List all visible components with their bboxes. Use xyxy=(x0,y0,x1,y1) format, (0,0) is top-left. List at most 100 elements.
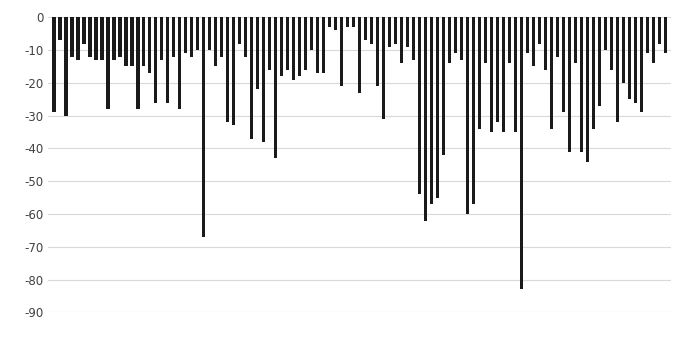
Bar xyxy=(119,17,121,57)
Bar xyxy=(640,17,643,112)
Bar xyxy=(178,17,182,109)
Bar xyxy=(406,17,409,47)
Bar xyxy=(220,17,223,57)
Bar xyxy=(112,17,116,60)
Bar xyxy=(214,17,217,66)
Bar xyxy=(400,17,403,63)
Bar xyxy=(64,17,68,116)
Bar xyxy=(286,17,289,70)
Bar xyxy=(316,17,319,73)
Bar xyxy=(136,17,140,109)
Bar xyxy=(616,17,619,122)
Bar xyxy=(394,17,397,43)
Bar xyxy=(574,17,577,63)
Bar xyxy=(58,17,62,40)
Bar xyxy=(466,17,469,214)
Bar xyxy=(514,17,517,132)
Bar xyxy=(268,17,271,70)
Bar xyxy=(304,17,308,70)
Bar xyxy=(184,17,188,53)
Bar xyxy=(598,17,601,106)
Bar xyxy=(172,17,175,57)
Bar xyxy=(646,17,649,53)
Bar xyxy=(460,17,463,60)
Bar xyxy=(634,17,637,103)
Bar xyxy=(388,17,391,47)
Bar xyxy=(376,17,379,86)
Bar xyxy=(190,17,193,57)
Bar xyxy=(250,17,253,139)
Bar xyxy=(520,17,523,289)
Bar xyxy=(532,17,535,66)
Bar xyxy=(124,17,127,66)
Bar xyxy=(292,17,295,80)
Bar xyxy=(508,17,511,63)
Bar xyxy=(586,17,589,162)
Bar xyxy=(664,17,667,53)
Bar xyxy=(52,17,55,112)
Bar xyxy=(106,17,110,109)
Bar xyxy=(484,17,487,63)
Bar xyxy=(658,17,661,43)
Bar xyxy=(280,17,284,76)
Bar xyxy=(142,17,145,66)
Bar xyxy=(226,17,229,122)
Bar xyxy=(346,17,349,27)
Bar xyxy=(610,17,613,70)
Bar xyxy=(76,17,79,60)
Bar xyxy=(580,17,583,152)
Bar xyxy=(622,17,625,83)
Bar xyxy=(382,17,385,119)
Bar xyxy=(478,17,481,129)
Bar xyxy=(88,17,92,57)
Bar xyxy=(627,17,631,99)
Bar xyxy=(454,17,457,53)
Bar xyxy=(334,17,337,31)
Bar xyxy=(550,17,553,129)
Bar xyxy=(160,17,164,60)
Bar xyxy=(310,17,313,50)
Bar xyxy=(496,17,499,122)
Bar xyxy=(448,17,451,63)
Bar xyxy=(370,17,373,43)
Bar xyxy=(603,17,607,50)
Bar xyxy=(472,17,475,204)
Bar xyxy=(358,17,361,93)
Bar xyxy=(154,17,158,103)
Bar xyxy=(556,17,559,57)
Bar xyxy=(442,17,445,155)
Bar xyxy=(298,17,301,76)
Bar xyxy=(651,17,655,63)
Bar xyxy=(412,17,415,60)
Bar xyxy=(238,17,241,43)
Bar xyxy=(130,17,134,66)
Bar xyxy=(592,17,595,129)
Bar xyxy=(148,17,151,73)
Bar xyxy=(322,17,325,73)
Bar xyxy=(490,17,493,132)
Bar xyxy=(208,17,212,50)
Bar xyxy=(568,17,571,152)
Bar xyxy=(100,17,103,60)
Bar xyxy=(71,17,73,57)
Bar xyxy=(95,17,97,60)
Bar xyxy=(82,17,86,43)
Bar xyxy=(502,17,505,132)
Bar xyxy=(430,17,433,204)
Bar xyxy=(352,17,356,27)
Bar xyxy=(526,17,529,53)
Bar xyxy=(232,17,236,126)
Bar xyxy=(364,17,367,40)
Bar xyxy=(328,17,332,27)
Bar xyxy=(418,17,421,194)
Bar xyxy=(274,17,277,158)
Bar xyxy=(562,17,565,112)
Bar xyxy=(538,17,541,43)
Bar xyxy=(202,17,206,237)
Bar xyxy=(244,17,247,57)
Bar xyxy=(256,17,260,89)
Bar xyxy=(262,17,265,142)
Bar xyxy=(544,17,547,70)
Bar xyxy=(166,17,169,103)
Bar xyxy=(424,17,427,220)
